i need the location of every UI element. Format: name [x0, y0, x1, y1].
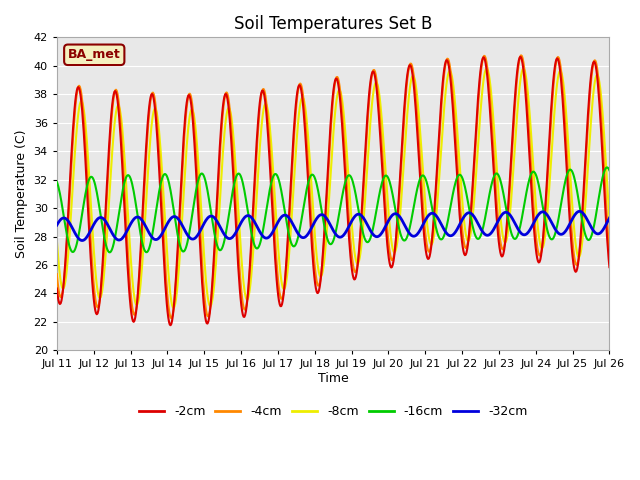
Y-axis label: Soil Temperature (C): Soil Temperature (C)	[15, 130, 28, 258]
Text: BA_met: BA_met	[68, 48, 120, 61]
Legend: -2cm, -4cm, -8cm, -16cm, -32cm: -2cm, -4cm, -8cm, -16cm, -32cm	[134, 400, 532, 423]
Title: Soil Temperatures Set B: Soil Temperatures Set B	[234, 15, 433, 33]
X-axis label: Time: Time	[318, 372, 349, 385]
